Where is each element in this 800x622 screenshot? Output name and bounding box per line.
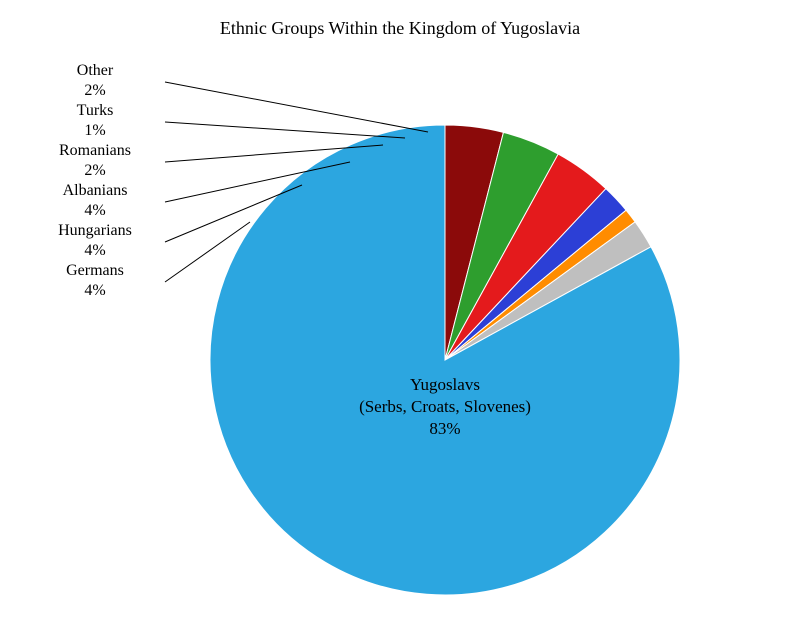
- slice-label: 2%: [84, 82, 105, 99]
- slice-label: 4%: [84, 282, 105, 299]
- slice-label: Hungarians: [58, 222, 132, 239]
- slice-label: Other: [77, 62, 114, 79]
- pie-chart: Germans 4% Hungarians 4% Albanians 4% Romanian…: [0, 0, 800, 622]
- slice-label: Germans: [66, 262, 124, 279]
- slice-label: Yugoslavs: [410, 375, 480, 394]
- slice-label: Turks: [77, 102, 114, 119]
- slice-label: Romanians: [59, 142, 131, 159]
- leader-line: [165, 122, 405, 138]
- slice-label: (Serbs, Croats, Slovenes): [359, 397, 531, 416]
- slice-label: 4%: [84, 202, 105, 219]
- slice-label: 2%: [84, 162, 105, 179]
- slice-label: 83%: [429, 419, 460, 438]
- slice-label: 4%: [84, 242, 105, 259]
- slice-label: Albanians: [63, 182, 128, 199]
- slice-label: 1%: [84, 122, 105, 139]
